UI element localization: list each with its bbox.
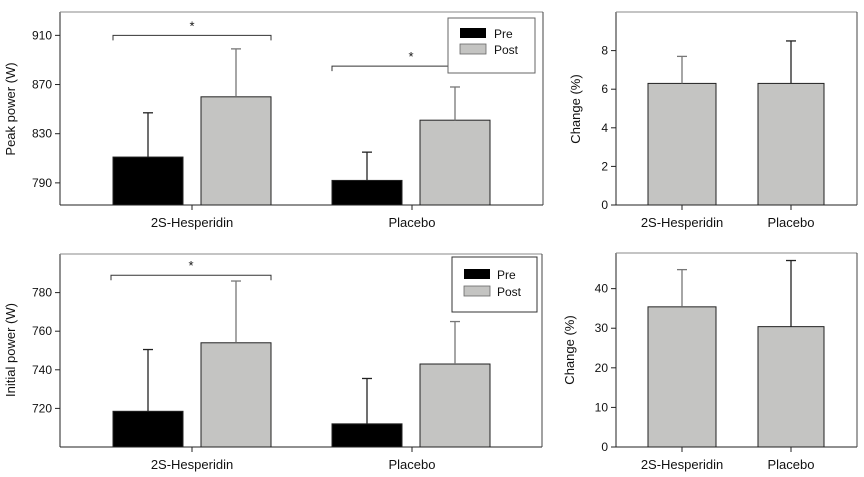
y-tick-label: 830 (32, 127, 52, 141)
y-tick-label: 10 (595, 400, 609, 414)
x-tick-label: 2S-Hesperidin (641, 215, 723, 230)
peak-power-panel: Peak power (W) 790 830 870 910 2S-Hesperidin… (3, 11, 544, 230)
legend-label-pre: Pre (494, 27, 513, 41)
y-tick-label: 760 (32, 324, 52, 338)
y-axis-label: Change (%) (568, 74, 583, 143)
y-tick-label: 910 (32, 28, 52, 42)
x-tick-label: 2S-Hesperidin (151, 457, 233, 472)
bar-pre-2s-hesperidin (112, 156, 184, 206)
y-axis-label: Initial power (W) (3, 303, 18, 397)
bar-post-2s-hesperidin (200, 96, 272, 206)
bar-pre-placebo (331, 423, 403, 448)
x-tick-label: Placebo (768, 215, 815, 230)
x-tick-label: Placebo (389, 215, 436, 230)
legend-swatch-post (459, 43, 487, 55)
legend: Pre Post (451, 256, 538, 313)
significance-asterisk: * (188, 258, 193, 273)
legend-swatch-post (463, 285, 491, 297)
y-axis-label: Peak power (W) (3, 62, 18, 155)
bar-post-2s-hesperidin (200, 342, 272, 448)
bar-pre-2s-hesperidin (112, 410, 184, 448)
y-axis-label: Change (%) (562, 315, 577, 384)
legend-swatch-pre (464, 269, 490, 279)
x-tick-label: Placebo (389, 457, 436, 472)
bar-pre-placebo (331, 179, 403, 206)
y-tick-label: 790 (32, 176, 52, 190)
legend-box (451, 256, 538, 313)
legend-swatch-pre (460, 28, 486, 38)
x-tick-label: 2S-Hesperidin (641, 457, 723, 472)
y-tick-label: 740 (32, 363, 52, 377)
bar-change-2s-hesperidin (647, 306, 717, 448)
peak-power-change-panel: Change (%) 0 2 4 6 8 2S-Hesperidin Placebo (568, 11, 858, 230)
significance-asterisk: * (408, 49, 413, 64)
y-tick-label: 4 (601, 121, 608, 135)
legend-label-post: Post (497, 285, 522, 299)
initial-power-panel: Initial power (W) 720 740 760 780 2S-Hesperi… (3, 253, 543, 472)
y-tick-label: 20 (595, 361, 609, 375)
bar-post-placebo (419, 119, 491, 206)
y-tick-label: 30 (595, 321, 609, 335)
bar-change-2s-hesperidin (647, 82, 717, 206)
bar-post-placebo (419, 363, 491, 448)
y-tick-label: 780 (32, 286, 52, 300)
y-tick-label: 870 (32, 78, 52, 92)
y-tick-label: 0 (601, 440, 608, 454)
significance-bracket (112, 34, 272, 41)
y-tick-label: 2 (601, 159, 608, 173)
x-tick-label: 2S-Hesperidin (151, 215, 233, 230)
significance-asterisk: * (189, 18, 194, 33)
significance-bracket (110, 274, 272, 281)
y-tick-label: 6 (601, 82, 608, 96)
y-tick-label: 720 (32, 401, 52, 415)
legend-label-pre: Pre (497, 268, 516, 282)
y-tick-label: 40 (595, 282, 609, 296)
y-tick-label: 0 (601, 198, 608, 212)
bar-change-placebo (757, 82, 825, 206)
legend-label-post: Post (494, 43, 519, 57)
bar-change-placebo (757, 326, 825, 448)
legend: Pre Post (447, 17, 536, 74)
x-tick-label: Placebo (768, 457, 815, 472)
initial-power-change-panel: Change (%) 0 10 20 30 40 2S-Hesperidin Placebo (562, 252, 858, 472)
y-tick-label: 8 (601, 44, 608, 58)
